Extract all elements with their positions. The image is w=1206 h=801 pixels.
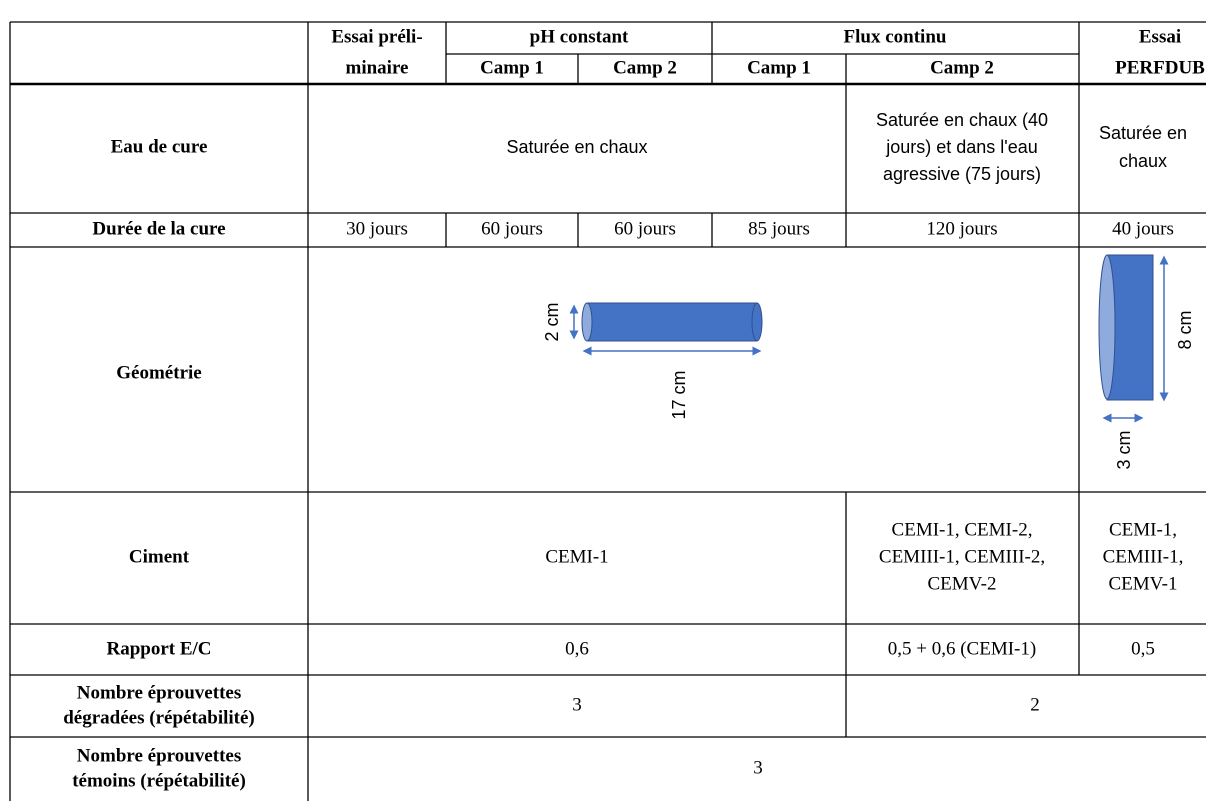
cell-text: 8 cm (1175, 310, 1195, 349)
cell-text: Nombre éprouvettes (77, 745, 241, 766)
cell-text: 2 (1030, 694, 1040, 715)
cell-text: agressive (75 jours) (883, 164, 1041, 184)
cell-text: Camp 1 (747, 57, 811, 78)
cell-text: Essai préli- (331, 26, 422, 47)
cylinder-drawing (569, 302, 763, 356)
cell-text: 2 cm (542, 302, 562, 341)
borders (9, 21, 1206, 801)
cell-text: Camp 1 (480, 57, 544, 78)
cell-text: 60 jours (481, 218, 543, 239)
cell-text: témoins (répétabilité) (72, 770, 246, 791)
cell-text: Camp 2 (613, 57, 677, 78)
cell-text: Essai (1139, 26, 1181, 47)
cell-text: Durée de la cure (92, 218, 225, 239)
cell-text: 17 cm (669, 370, 689, 419)
cell-text: Flux continu (844, 26, 947, 47)
cell-text: Nombre éprouvettes (77, 682, 241, 703)
cell-text: CEMI-1 (545, 546, 608, 567)
cell-text: 3 (572, 694, 582, 715)
cell-text: jours) et dans l'eau (885, 137, 1038, 157)
cell-text: PERFDUB (1115, 57, 1205, 78)
disc-drawing (1098, 254, 1169, 423)
cell-text: CEMV-1 (1109, 573, 1178, 594)
cell-text: 60 jours (614, 218, 676, 239)
cell-text: 40 jours (1112, 218, 1174, 239)
cell-text: 30 jours (346, 218, 408, 239)
cell-text: CEMV-2 (928, 573, 997, 594)
cell-text: CEMIII-1, CEMIII-2, (879, 546, 1045, 567)
cell-text: Saturée en (1099, 123, 1187, 143)
cell-text: 85 jours (748, 218, 810, 239)
cell-text: 120 jours (926, 218, 997, 239)
cell-text: 0,6 (565, 638, 589, 659)
cell-text: Ciment (129, 546, 190, 567)
cell-text: Eau de cure (111, 136, 208, 157)
cell-text: 0,5 + 0,6 (CEMI-1) (888, 638, 1036, 659)
cell-text: 3 cm (1114, 430, 1134, 469)
cell-text: chaux (1119, 151, 1167, 171)
cell-text: Rapport E/C (106, 638, 211, 659)
cell-text: Saturée en chaux (506, 137, 647, 157)
cell-text: CEMIII-1, (1103, 546, 1184, 567)
cell-text: CEMI-1, CEMI-2, (892, 519, 1033, 540)
cell-text: Camp 2 (930, 57, 994, 78)
cell-text: dégradées (répétabilité) (63, 707, 255, 728)
cell-text: CEMI-1, (1109, 519, 1177, 540)
cell-text: minaire (346, 57, 409, 78)
cell-text: 0,5 (1131, 638, 1155, 659)
cell-text: Saturée en chaux (40 (876, 110, 1048, 130)
cell-text: 3 (753, 757, 763, 778)
cell-text: Géométrie (116, 362, 201, 383)
cell-text: pH constant (530, 26, 629, 47)
